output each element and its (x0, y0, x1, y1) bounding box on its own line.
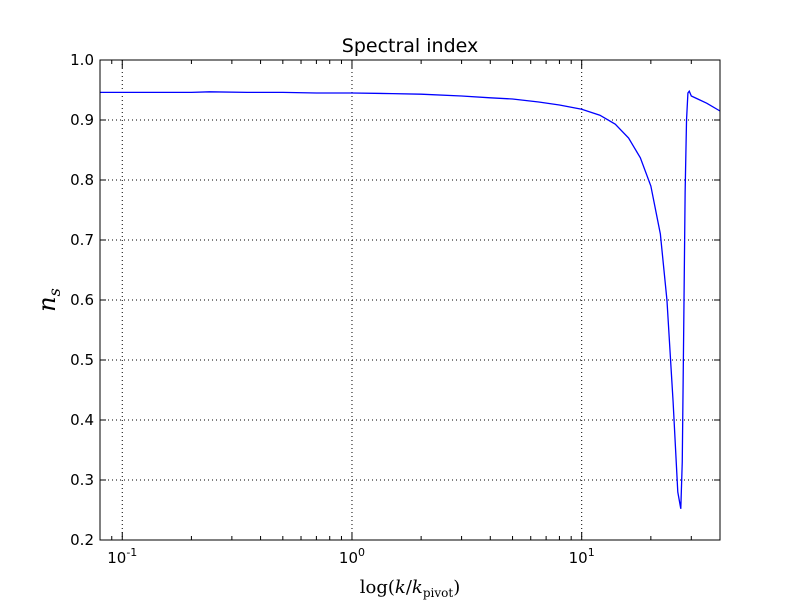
axis-ticks: 0.2 0.3 0.4 0.5 0.6 0.7 0.8 0.9 1.0 10-1 100 101 (70, 51, 721, 567)
y-tick-label: 0.3 (70, 471, 94, 489)
grid (100, 59, 720, 541)
series-line (100, 89, 721, 509)
y-tick-label: 0.6 (70, 291, 94, 309)
x-axis-label-sub: pivot (423, 586, 454, 600)
y-axis-label: ns (33, 288, 64, 312)
y-tick-label: 0.8 (70, 171, 94, 189)
x-axis-label-prefix: log( (360, 577, 395, 598)
x-axis-label-k: k (395, 577, 406, 598)
x-axis-label-kpivot: k (412, 577, 423, 598)
x-axis-label-suffix: ) (453, 577, 460, 598)
y-tick-label: 0.2 (70, 531, 94, 549)
y-tick-label: 0.4 (70, 411, 94, 429)
y-tick-label: 0.7 (70, 231, 94, 249)
chart-title: Spectral index (342, 35, 478, 57)
y-tick-label: 0.5 (70, 351, 94, 369)
x-tick-label: 101 (569, 546, 595, 567)
y-tick-label: 1.0 (70, 51, 94, 69)
y-axis-label-base: n (33, 296, 61, 311)
x-tick-label: 100 (339, 546, 365, 567)
x-axis-label: log(k/kpivot) (360, 577, 460, 600)
y-tick-label: 0.9 (70, 111, 94, 129)
x-axis-label-slash: / (406, 577, 413, 598)
y-axis-label-sub: s (45, 288, 64, 296)
x-tick-label: 10-1 (107, 546, 137, 567)
